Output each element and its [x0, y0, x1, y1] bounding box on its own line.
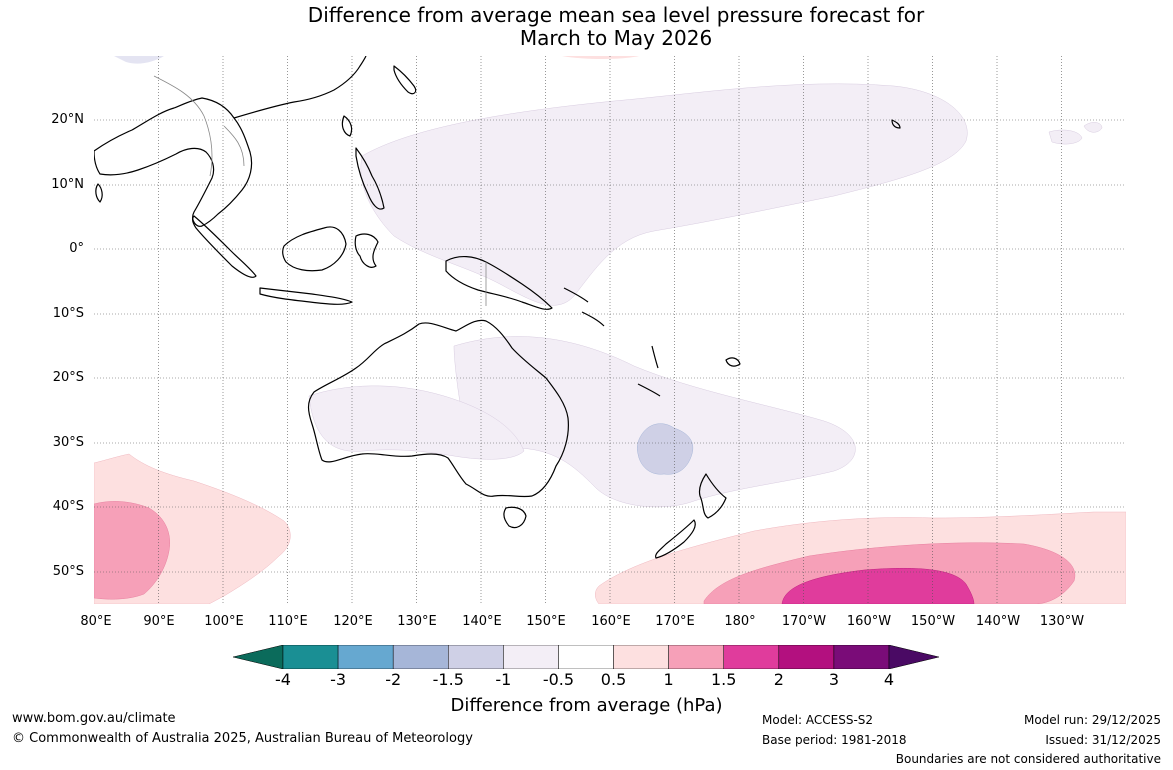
lat-label-20s: 20°S: [52, 370, 84, 385]
anomaly-north-positive-small: [562, 56, 639, 59]
footer-issued: Issued: 31/12/2025: [1045, 733, 1161, 747]
footer-disclaimer: Boundaries are not considered authoritat…: [895, 752, 1161, 766]
sulawesi-coast: [354, 233, 379, 268]
colorbar-segment: [833, 645, 890, 669]
footer-copyright: © Commonwealth of Australia 2025, Austra…: [12, 731, 473, 746]
lon-label-180: 180°: [724, 614, 756, 629]
colorbar-arrow-low: [233, 645, 284, 669]
coastlines: [94, 56, 901, 559]
colorbar-segment: [503, 645, 559, 669]
china-coast: [233, 56, 367, 119]
borneo-coast: [282, 226, 347, 272]
lon-label-160e: 160°E: [591, 614, 631, 629]
lon-label-90e: 90°E: [143, 614, 175, 629]
footer-model: Model: ACCESS-S2: [762, 713, 874, 727]
colorbar-segment: [558, 645, 614, 669]
map-canvas: [94, 56, 1126, 604]
colorbar-tick-label: -0.5: [542, 670, 575, 689]
colorbar-tick-label: -1.5: [432, 670, 464, 689]
lat-label-10s: 10°S: [52, 306, 84, 321]
map-title: Difference from average mean sea level p…: [0, 4, 1173, 50]
lon-label-150w: 150°W: [910, 614, 956, 629]
colorbar-arrow-high: [888, 645, 939, 669]
sri-lanka-coast: [95, 183, 103, 203]
lat-label-0: 0°: [69, 241, 84, 256]
colorbar-title: Difference from average (hPa): [450, 695, 723, 716]
colorbar-tick-label: 0.5: [600, 670, 627, 689]
lat-label-30s: 30°S: [52, 435, 84, 450]
colorbar-tick-label: 1.5: [710, 670, 737, 689]
anomaly-indian-ocean-positive-1: [94, 501, 170, 600]
lat-label-50s: 50°S: [52, 564, 84, 579]
new-zealand-north: [698, 473, 727, 519]
lat-label-40s: 40°S: [52, 499, 84, 514]
colorbar-segment: [778, 645, 835, 669]
new-caledonia-coast: [637, 383, 661, 397]
colorbar-segment: [723, 645, 780, 669]
colorbar-tick-label: -1: [495, 670, 512, 689]
anomaly-south-pacific-positive-15: [781, 567, 975, 604]
map-title-line1: Difference from average mean sea level p…: [307, 3, 925, 27]
footer-website[interactable]: www.bom.gov.au/climate: [12, 711, 176, 726]
tasmania-coast: [503, 506, 527, 529]
lon-label-130w: 130°W: [1039, 614, 1085, 629]
footer-model-run: Model run: 29/12/2025: [1023, 713, 1161, 727]
lon-label-150e: 150°E: [526, 614, 566, 629]
vanuatu-coast: [651, 345, 659, 369]
anomaly-tropical-pacific-negative: [360, 83, 968, 306]
lon-label-170w: 170°W: [781, 614, 827, 629]
colorbar-tick-label: 2: [773, 670, 784, 689]
anomaly-east-asia-negative: [114, 56, 164, 64]
asia-mainland-coast: [94, 97, 253, 227]
colorbar-segment: [337, 645, 394, 669]
graticule: [94, 56, 1126, 604]
java-coast: [259, 287, 353, 305]
forecast-map: [94, 56, 1126, 604]
colorbar: [233, 645, 939, 669]
lon-label-80e: 80°E: [80, 614, 112, 629]
new-zealand-south: [655, 519, 696, 559]
colorbar-tick-label: 3: [828, 670, 839, 689]
sumatra-coast: [192, 215, 257, 278]
colorbar-segment: [668, 645, 724, 669]
lon-label-170e: 170°E: [655, 614, 695, 629]
taiwan-coast: [341, 115, 353, 137]
lon-label-120e: 120°E: [333, 614, 373, 629]
lon-label-110e: 110°E: [268, 614, 308, 629]
colorbar-tick-label: -3: [330, 670, 347, 689]
anomaly-tasman-negative-core: [636, 423, 694, 475]
hawaii-coast: [891, 119, 901, 129]
japan-coast: [393, 65, 417, 95]
anomaly-north-pacific-small-2: [1083, 122, 1103, 133]
lon-label-140w: 140°W: [975, 614, 1021, 629]
colorbar-segment: [613, 645, 669, 669]
lon-label-100e: 100°E: [204, 614, 244, 629]
solomon-islands-coast: [563, 287, 605, 327]
map-title-line2: March to May 2026: [519, 26, 713, 50]
australia-coast: [307, 319, 569, 498]
footer-base-period: Base period: 1981-2018: [762, 733, 907, 747]
colorbar-segment: [448, 645, 504, 669]
fiji-coast: [725, 357, 741, 367]
lat-label-20n: 20°N: [51, 112, 84, 127]
philippines-coast: [355, 147, 385, 210]
lon-label-140e: 140°E: [462, 614, 502, 629]
colorbar-segment: [392, 645, 449, 669]
colorbar-tick-label: 4: [883, 670, 895, 689]
lon-label-160w: 160°W: [846, 614, 892, 629]
country-borders: [153, 75, 487, 306]
lon-label-130e: 130°E: [397, 614, 437, 629]
lat-label-10n: 10°N: [51, 177, 84, 192]
colorbar-tick-label: -4: [275, 670, 291, 689]
anomaly-north-pacific-small: [1048, 129, 1083, 145]
colorbar-tick-label: -2: [385, 670, 402, 689]
colorbar-segment: [282, 645, 339, 669]
colorbar-tick-label: 1: [663, 670, 674, 689]
